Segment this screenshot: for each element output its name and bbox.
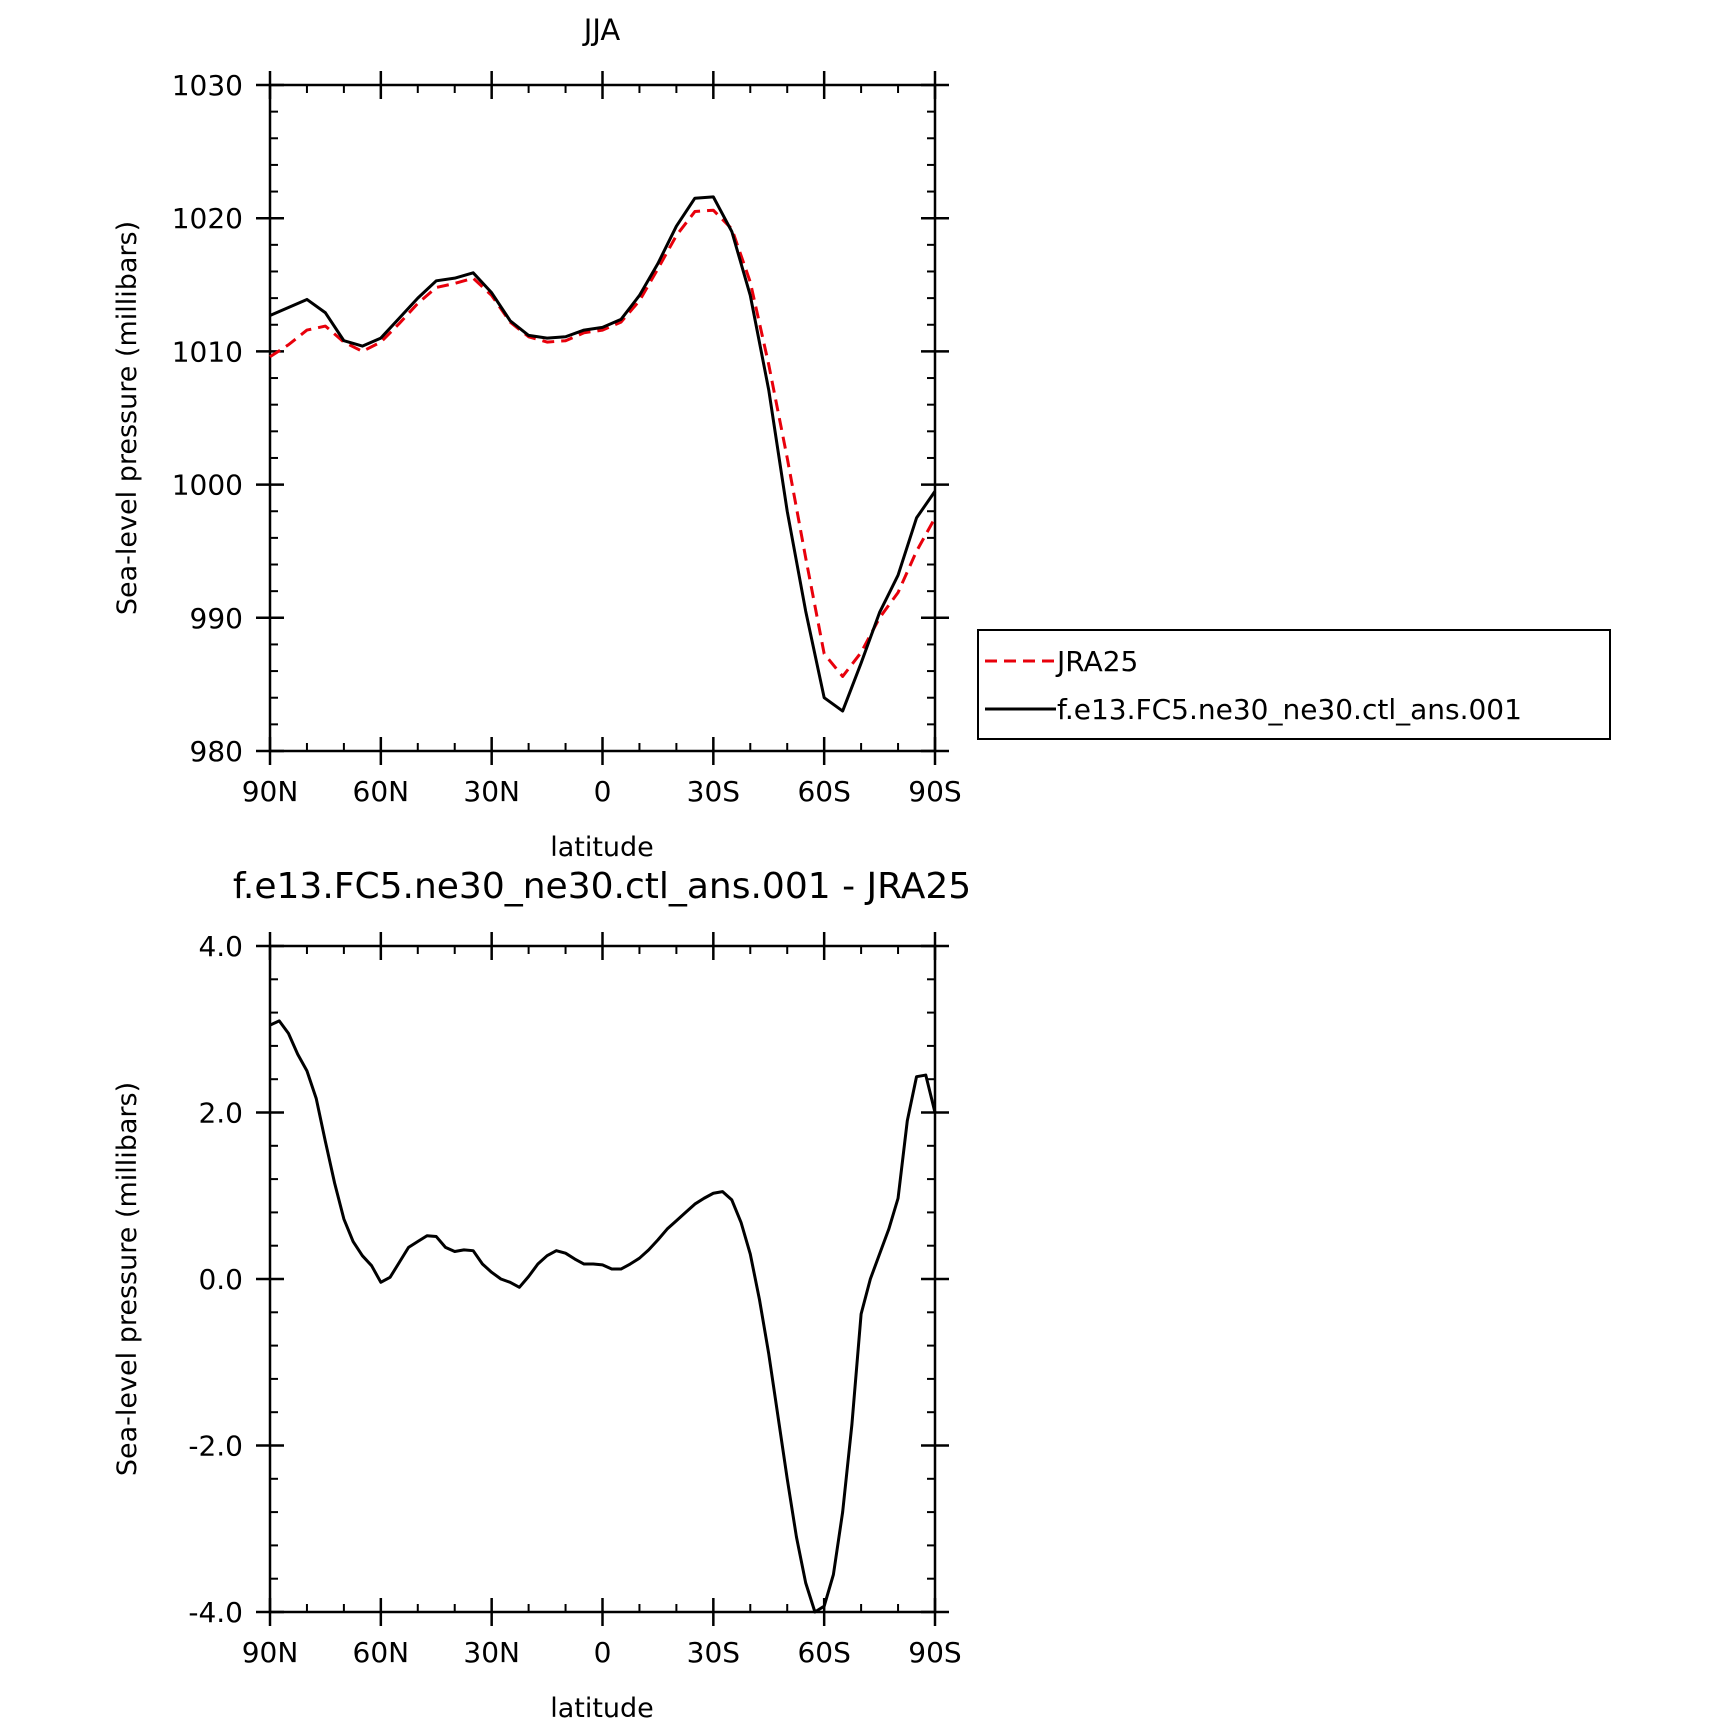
top-plot-frame	[268, 83, 937, 753]
x-tick-label: 60N	[353, 1636, 410, 1669]
series-line-jra25	[269, 208, 937, 678]
x-tick-label: 30N	[463, 1636, 520, 1669]
top-y-tick-labels: 980 990 1000 1010 1020 1030	[172, 69, 243, 768]
bottom-panel-title: f.e13.FC5.ne30_ne30.ctl_ans.001 - JRA25	[233, 866, 971, 907]
x-tick-label: 90S	[908, 775, 961, 808]
y-tick-label: 2.0	[198, 1097, 243, 1130]
x-tick-label: 0	[594, 775, 612, 808]
top-panel-series	[269, 195, 937, 713]
series-line-difference	[269, 1019, 937, 1614]
bottom-panel-series	[269, 1019, 937, 1614]
y-tick-label: -4.0	[188, 1596, 243, 1629]
x-tick-label: 60N	[353, 775, 410, 808]
x-tick-label: 30N	[463, 775, 520, 808]
top-x-tick-labels: 90N 60N 30N 0 30S 60S 90S	[242, 775, 962, 808]
bottom-y-tick-labels: -4.0 -2.0 0.0 2.0 4.0	[188, 930, 243, 1629]
top-x-axis-label: latitude	[550, 832, 654, 863]
top-panel-title: JJA	[582, 13, 621, 47]
x-tick-label: 30S	[687, 775, 740, 808]
x-tick-label: 60S	[797, 1636, 850, 1669]
legend-jra25-label: JRA25	[1055, 645, 1138, 678]
x-tick-label: 30S	[687, 1636, 740, 1669]
bottom-panel-ticks	[256, 932, 949, 1626]
bottom-y-axis-label: Sea-level pressure (millibars)	[112, 1082, 143, 1476]
x-tick-label: 0	[594, 1636, 612, 1669]
bottom-panel: f.e13.FC5.ne30_ne30.ctl_ans.001 - JRA25 …	[112, 866, 971, 1724]
bottom-plot-frame	[268, 944, 937, 1614]
legend-box	[977, 629, 1611, 740]
legend-model-label: f.e13.FC5.ne30_ne30.ctl_ans.001	[1057, 693, 1522, 726]
bottom-x-axis-label: latitude	[550, 1693, 654, 1724]
x-tick-label: 90N	[242, 1636, 299, 1669]
y-tick-label: 1000	[172, 469, 243, 502]
y-tick-label: 990	[190, 602, 243, 635]
y-tick-label: -2.0	[188, 1430, 243, 1463]
top-y-axis-label: Sea-level pressure (millibars)	[112, 221, 143, 615]
top-panel-ticks	[256, 71, 949, 765]
y-tick-label: 4.0	[198, 930, 243, 963]
series-line-model	[269, 195, 937, 713]
y-tick-label: 0.0	[198, 1263, 243, 1296]
bottom-x-tick-labels: 90N 60N 30N 0 30S 60S 90S	[242, 1636, 962, 1669]
x-tick-label: 90S	[908, 1636, 961, 1669]
top-panel: JJA 980 990 1000 1010 1020 1030 90N 60N 30N 0 30S…	[112, 13, 1611, 863]
y-tick-label: 1030	[172, 69, 243, 102]
y-tick-label: 1020	[172, 202, 243, 235]
y-tick-label: 1010	[172, 335, 243, 368]
x-tick-label: 60S	[797, 775, 850, 808]
x-tick-label: 90N	[242, 775, 299, 808]
legend: JRA25 f.e13.FC5.ne30_ne30.ctl_ans.001	[977, 629, 1611, 740]
y-tick-label: 980	[190, 735, 243, 768]
